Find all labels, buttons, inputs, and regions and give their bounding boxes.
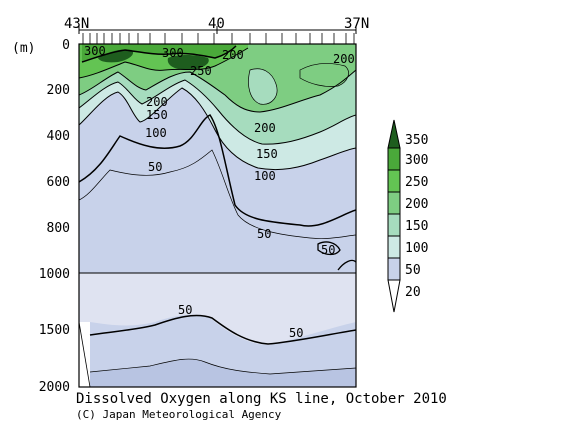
contour-fill-layer <box>79 44 356 387</box>
contour-label: 200 <box>254 121 276 135</box>
contour-label: 50 <box>148 160 162 174</box>
colorbar-swatch <box>387 147 401 171</box>
contour-lines <box>79 45 356 375</box>
y-tick-label: 2000 <box>39 380 70 395</box>
x-axis: 43N 40 37N <box>64 16 369 32</box>
y-axis: (m) 0 200 400 600 800 1000 1500 2000 <box>12 38 70 395</box>
contour-label: 300 <box>162 46 184 60</box>
colorbar-swatch <box>387 191 401 215</box>
contour-label: 50 <box>289 326 303 340</box>
contour-label: 200 <box>222 48 244 62</box>
colorbar-swatch <box>387 235 401 259</box>
contour-thin-20 <box>79 149 356 239</box>
contour-50-lower <box>89 314 356 345</box>
contour-east-patch <box>248 68 278 105</box>
contour-150 <box>79 79 356 145</box>
y-tick-label: 200 <box>47 83 70 98</box>
colorbar-legend: 20 50 100 150 200 250 300 350 <box>387 119 428 313</box>
contour-label: 250 <box>190 64 212 78</box>
contour-east-patch-b <box>299 63 349 87</box>
missing-data-edge <box>78 321 91 388</box>
contour-50-corner <box>337 259 356 271</box>
contour-label: 200 <box>146 95 168 109</box>
x-tick-label: 40 <box>208 16 225 32</box>
colorbar-label: 20 <box>405 285 421 300</box>
contour-label: 300 <box>84 44 106 58</box>
chart-credit: (C) Japan Meteorological Agency <box>76 408 282 421</box>
contour-100 <box>79 87 356 171</box>
colorbar-swatch <box>387 213 401 237</box>
contour-label: 150 <box>146 108 168 122</box>
colorbar-label: 200 <box>405 197 428 212</box>
x-tick-label: 37N <box>344 16 369 32</box>
colorbar-label: 250 <box>405 175 428 190</box>
band-350-core-a <box>98 49 134 63</box>
colorbar-label: 350 <box>405 133 428 148</box>
y-axis-label: (m) <box>12 41 35 56</box>
band-350-core-b <box>167 55 209 70</box>
band-lower-deep <box>90 359 356 387</box>
colorbar-swatch <box>387 169 401 193</box>
colorbar-label: 300 <box>405 153 428 168</box>
colorbar-max-triangle <box>387 119 401 149</box>
y-tick-label: 400 <box>47 129 70 144</box>
contour-thin-lower <box>89 358 356 375</box>
contour-50-upper <box>79 114 356 227</box>
colorbar-label: 50 <box>405 263 421 278</box>
contour-label: 150 <box>256 147 278 161</box>
contour-250 <box>79 47 249 79</box>
contour-labels: 300 300 250 200 200 200 150 100 200 150 … <box>84 44 355 340</box>
colorbar-swatch <box>387 257 401 281</box>
contour-200 <box>79 69 356 113</box>
y-tick-label: 600 <box>47 175 70 190</box>
contour-50-east-blob <box>317 241 341 256</box>
contour-label: 50 <box>257 227 271 241</box>
contour-label: 50 <box>178 303 192 317</box>
band-250-east <box>300 63 349 87</box>
contour-300 <box>81 45 237 63</box>
y-tick-label: 0 <box>62 38 70 53</box>
x-tick-label: 43N <box>64 16 89 32</box>
contour-label: 100 <box>145 126 167 140</box>
y-tick-label: 1500 <box>39 323 70 338</box>
y-tick-label: 800 <box>47 221 70 236</box>
contour-label: 200 <box>333 52 355 66</box>
colorbar-label: 150 <box>405 219 428 234</box>
y-tick-label: 1000 <box>39 267 70 282</box>
chart-title: Dissolved Oxygen along KS line, October … <box>76 391 447 407</box>
station-ticks <box>78 26 357 44</box>
plot-frame <box>78 43 357 388</box>
colorbar-label: 100 <box>405 241 428 256</box>
contour-label: 50 <box>321 243 335 257</box>
band-200-east <box>248 68 278 105</box>
band-300-350 <box>82 44 236 62</box>
contour-label: 100 <box>254 169 276 183</box>
colorbar-min-triangle <box>387 279 401 313</box>
